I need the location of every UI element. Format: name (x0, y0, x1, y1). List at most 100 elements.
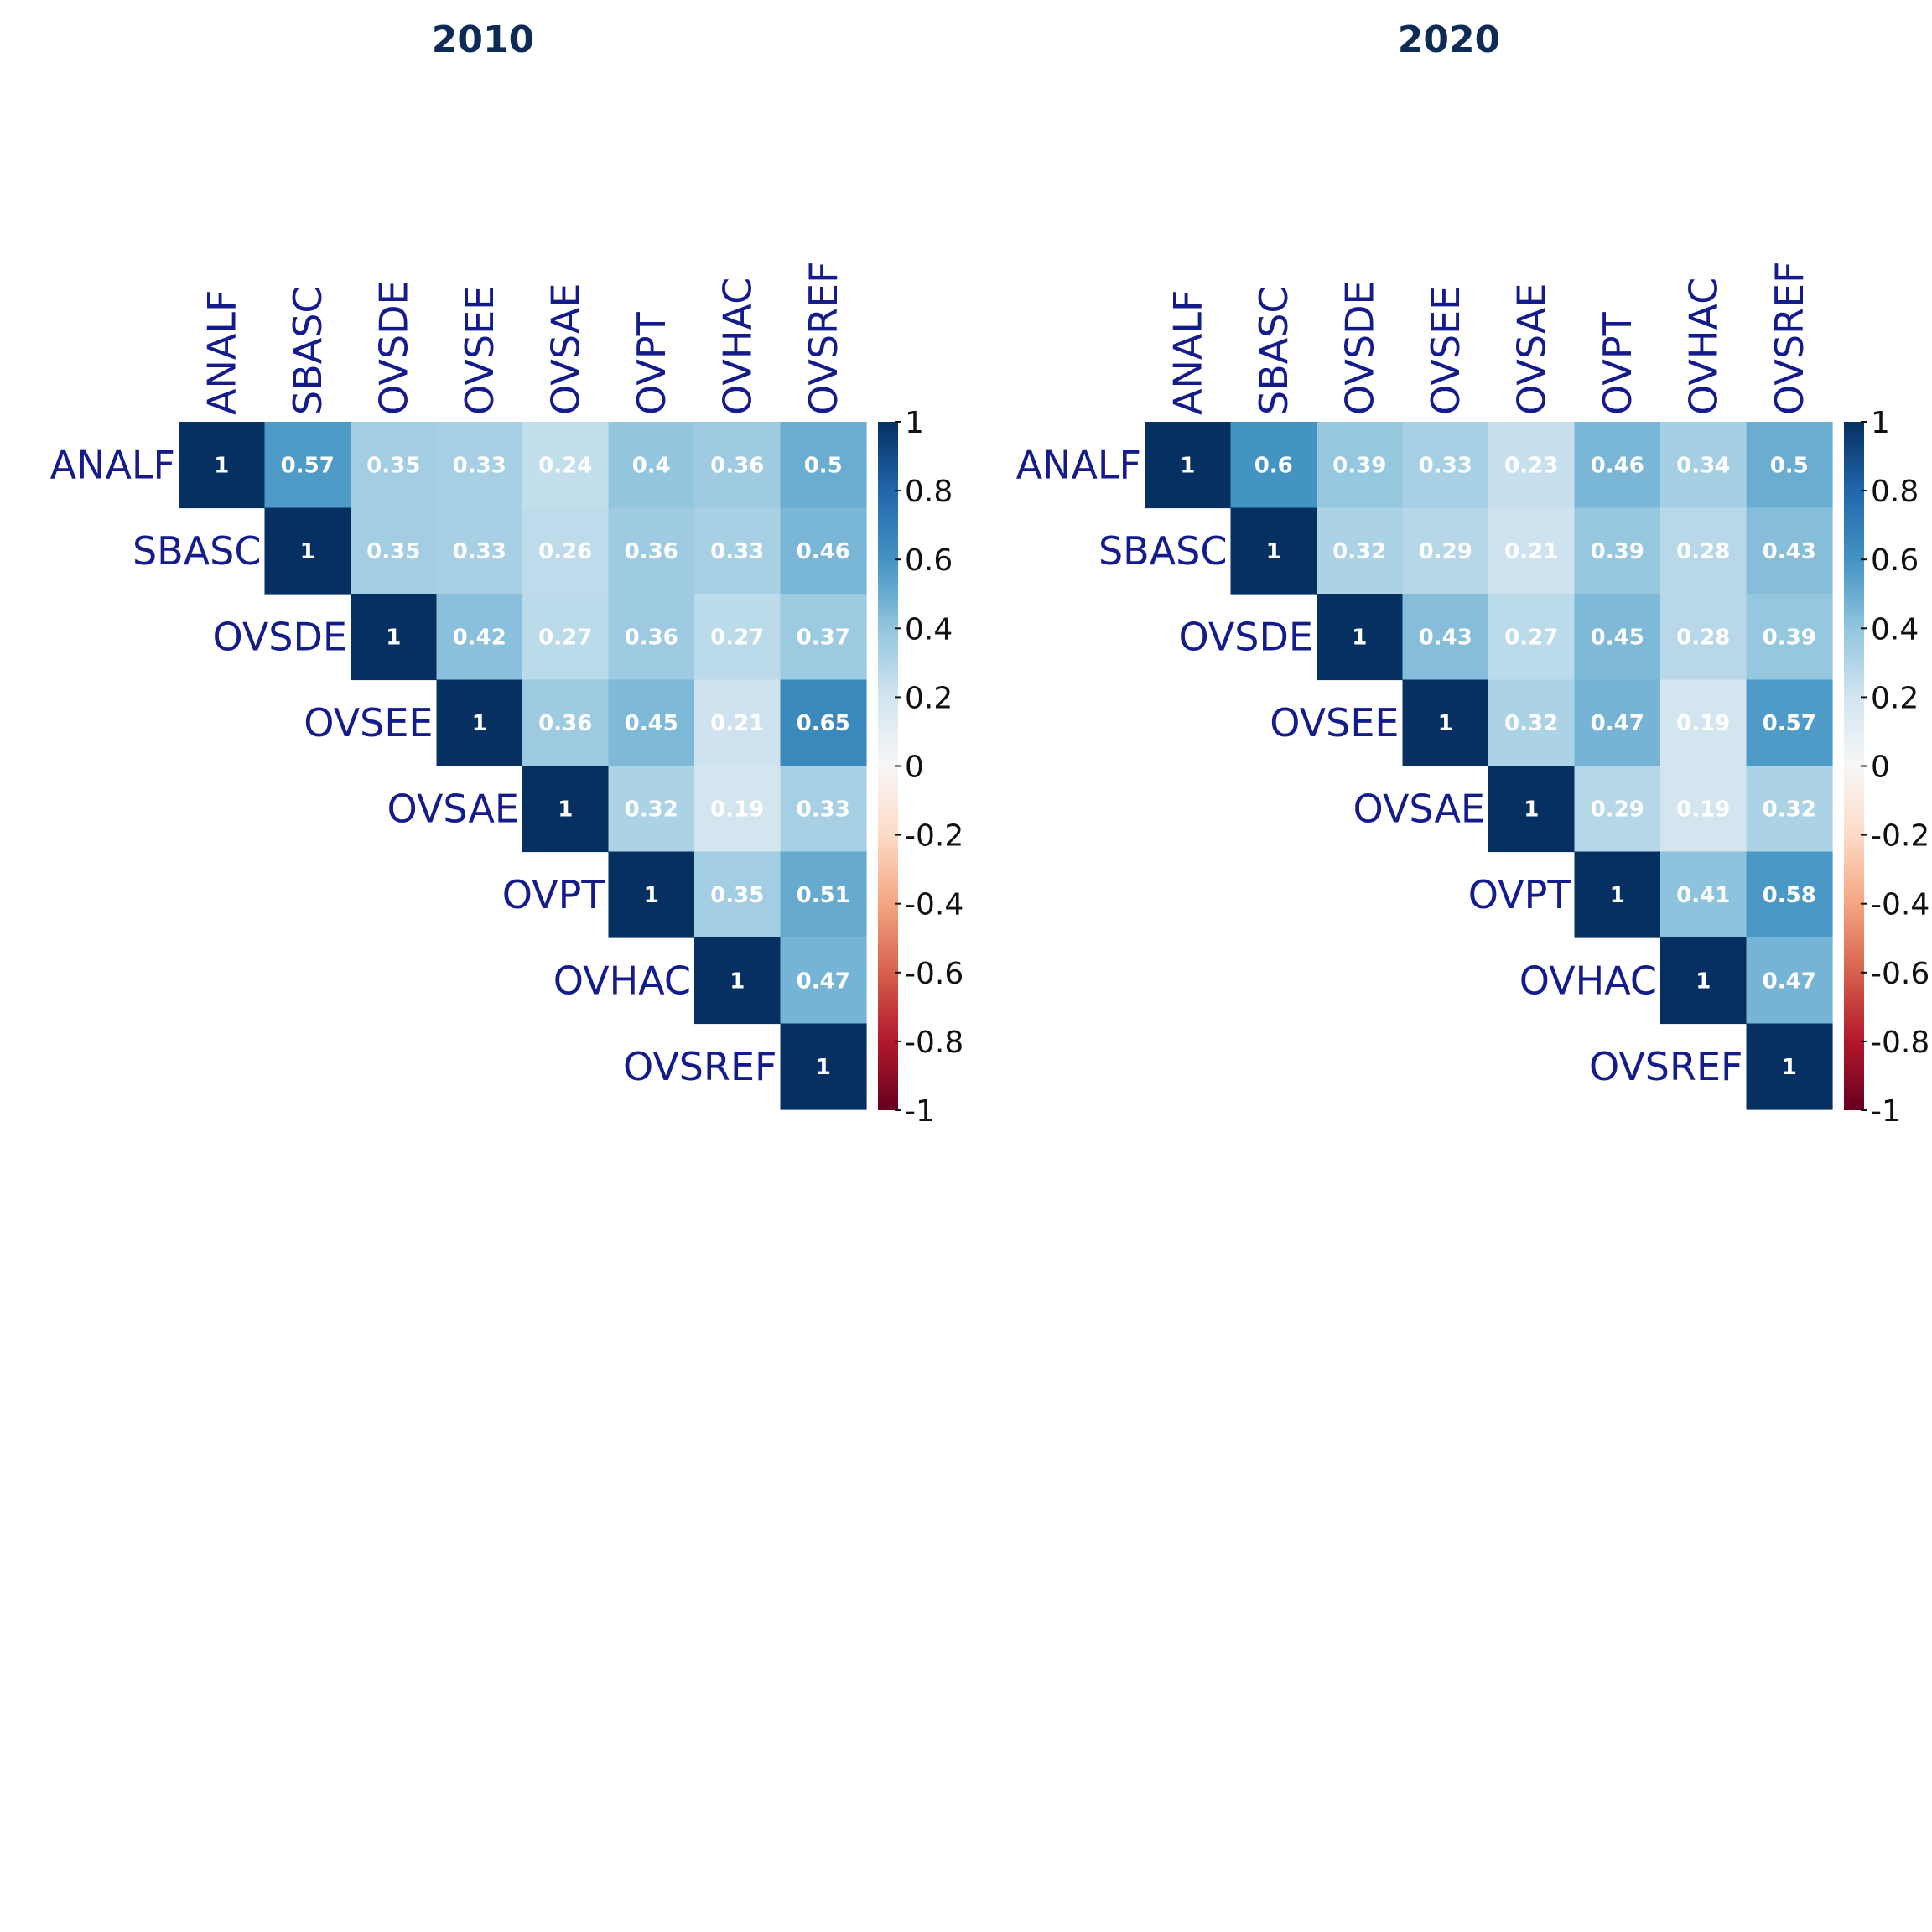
row-label-analf: ANALF (50, 442, 175, 487)
cell-value-label: 0.43 (1419, 625, 1472, 650)
cell-value-label: 0.19 (710, 797, 764, 822)
cell-value-label: 0.47 (1591, 711, 1644, 736)
cell-value-label: 0.35 (366, 539, 420, 564)
column-label-ovsde: OVSDE (371, 280, 416, 415)
cell-value-label: 0.57 (1763, 711, 1816, 736)
column-label-ovhac: OVHAC (1680, 278, 1726, 415)
heatmap-cell-analf-sbasc (264, 422, 351, 509)
heatmap-cell-sbasc-ovsee (1402, 507, 1489, 595)
cell-value-label: 1 (1266, 539, 1281, 564)
cell-value-label: 0.27 (710, 625, 764, 650)
heatmap-cell-ovsde-ovsde (351, 594, 438, 681)
heatmap-cell-ovsde-ovsee (1402, 594, 1489, 681)
heatmap-cell-ovsee-ovsae (1488, 679, 1576, 766)
cell-value-label: 0.35 (366, 453, 420, 478)
heatmap-cell-ovsae-ovpt (1574, 766, 1661, 853)
heatmap-cell-sbasc-ovsee (436, 507, 523, 595)
heatmap-cell-ovhac-ovsref (1746, 937, 1833, 1025)
cell-value-label: 0.29 (1591, 797, 1644, 822)
column-label-sbasc: SBASC (1251, 286, 1296, 415)
heatmap-cell-analf-analf (1145, 422, 1232, 509)
column-label-ovhac: OVHAC (714, 278, 760, 415)
column-label-ovpt: OVPT (629, 311, 674, 415)
colorbar-tick-label: 0.4 (905, 612, 953, 647)
heatmap-panel-2010: 2010 ANALF SBASC OVSDE OVSEE OVSAE OVPT OVHAC OV… (0, 0, 966, 1174)
heatmap-cell-sbasc-ovhac (694, 507, 782, 595)
cell-value-label: 0.42 (453, 625, 506, 650)
cell-value-label: 0.33 (453, 453, 506, 478)
colorbar-tick-label: -0.4 (1871, 888, 1929, 922)
cell-value-label: 0.32 (1332, 539, 1386, 564)
heatmap-cell-analf-ovsref (780, 422, 867, 509)
cell-value-label: 0.45 (1591, 625, 1644, 650)
cell-value-label: 1 (1180, 453, 1195, 478)
cell-value-label: 0.41 (1676, 883, 1730, 908)
cell-value-label: 0.46 (1591, 453, 1644, 478)
cell-value-label: 0.32 (625, 797, 678, 822)
colorbar-tick-label: -0.2 (1871, 819, 1929, 854)
column-label-ovpt: OVPT (1595, 311, 1640, 415)
heatmap-cell-ovpt-ovsref (1746, 851, 1833, 938)
heatmap-cell-ovhac-ovhac (694, 937, 782, 1025)
heatmap-cell-ovsee-ovsref (780, 679, 867, 766)
cell-value-label: 0.36 (710, 453, 764, 478)
cell-value-label: 1 (1696, 969, 1711, 994)
cell-value-label: 1 (1782, 1055, 1797, 1080)
heatmap-cell-ovpt-ovhac (1660, 851, 1748, 938)
row-label-ovsae: OVSAE (1353, 786, 1485, 831)
heatmap-cell-ovsee-ovsref (1746, 679, 1833, 766)
cell-value-label: 0.36 (538, 711, 592, 736)
colorbar-tick-label: 0.6 (1871, 543, 1919, 578)
heatmap-cell-ovsae-ovsae (522, 766, 610, 853)
heatmap-cell-sbasc-ovpt (608, 507, 695, 595)
row-label-ovsref: OVSREF (1589, 1044, 1743, 1089)
chart-title: 2020 (1398, 18, 1500, 61)
heatmap-cell-analf-ovpt (1574, 422, 1661, 509)
heatmap-cell-ovsde-ovsae (1488, 594, 1576, 681)
cell-value-label: 0.34 (1676, 453, 1730, 478)
row-label-sbasc: SBASC (132, 528, 262, 574)
column-label-ovsae: OVSAE (543, 283, 588, 415)
cell-value-label: 0.4 (632, 453, 671, 478)
cell-value-label: 0.36 (625, 625, 678, 650)
heatmap-cell-ovsref-ovsref (1746, 1023, 1833, 1110)
heatmap-cell-ovsae-ovsae (1488, 766, 1576, 853)
heatmap-cell-analf-ovsref (1746, 422, 1833, 509)
cell-value-label: 1 (1352, 625, 1367, 650)
cell-value-label: 0.37 (797, 625, 850, 650)
heatmap-cell-sbasc-ovsde (1317, 507, 1404, 595)
cell-value-label: 0.32 (1504, 711, 1558, 736)
colorbar-tick-label: -0.8 (905, 1026, 963, 1060)
row-label-ovhac: OVHAC (553, 958, 691, 1003)
heatmap-cell-ovsee-ovpt (1574, 679, 1661, 766)
column-label-ovsee: OVSEE (457, 286, 502, 415)
heatmap-cell-ovhac-ovsref (780, 937, 867, 1025)
heatmap-cell-ovpt-ovpt (608, 851, 695, 938)
column-label-ovsde: OVSDE (1337, 280, 1382, 415)
cell-value-label: 1 (1524, 797, 1539, 822)
heatmap-cell-ovpt-ovhac (694, 851, 782, 938)
cell-value-label: 0.33 (797, 797, 850, 822)
colorbar-tick-label: 1 (905, 406, 924, 440)
colorbar-tick-label: 0.8 (905, 475, 953, 509)
column-label-ovsref: OVSREF (801, 261, 846, 415)
heatmap-cell-analf-ovsee (1402, 422, 1489, 509)
row-label-ovpt: OVPT (502, 872, 606, 917)
cell-value-label: 0.33 (1419, 453, 1472, 478)
cell-value-label: 0.57 (281, 453, 335, 478)
cell-value-label: 0.45 (625, 711, 678, 736)
colorbar-tick-label: 1 (1871, 406, 1890, 440)
cell-value-label: 1 (1438, 711, 1453, 736)
cell-value-label: 0.58 (1763, 883, 1816, 908)
heatmap-cell-sbasc-ovpt (1574, 507, 1661, 595)
heatmap-cell-ovsref-ovsref (780, 1023, 867, 1110)
heatmap-cell-ovsde-ovsae (522, 594, 610, 681)
heatmap-cell-ovsee-ovhac (694, 679, 782, 766)
row-label-ovsde: OVSDE (1178, 614, 1313, 659)
heatmap-cell-analf-ovhac (1660, 422, 1748, 509)
heatmap-cell-analf-ovhac (694, 422, 782, 509)
heatmap-cell-sbasc-ovsref (1746, 507, 1833, 595)
heatmap-cell-analf-ovsee (436, 422, 523, 509)
cell-value-label: 0.51 (797, 883, 850, 908)
heatmap-cell-ovsee-ovsae (522, 679, 610, 766)
